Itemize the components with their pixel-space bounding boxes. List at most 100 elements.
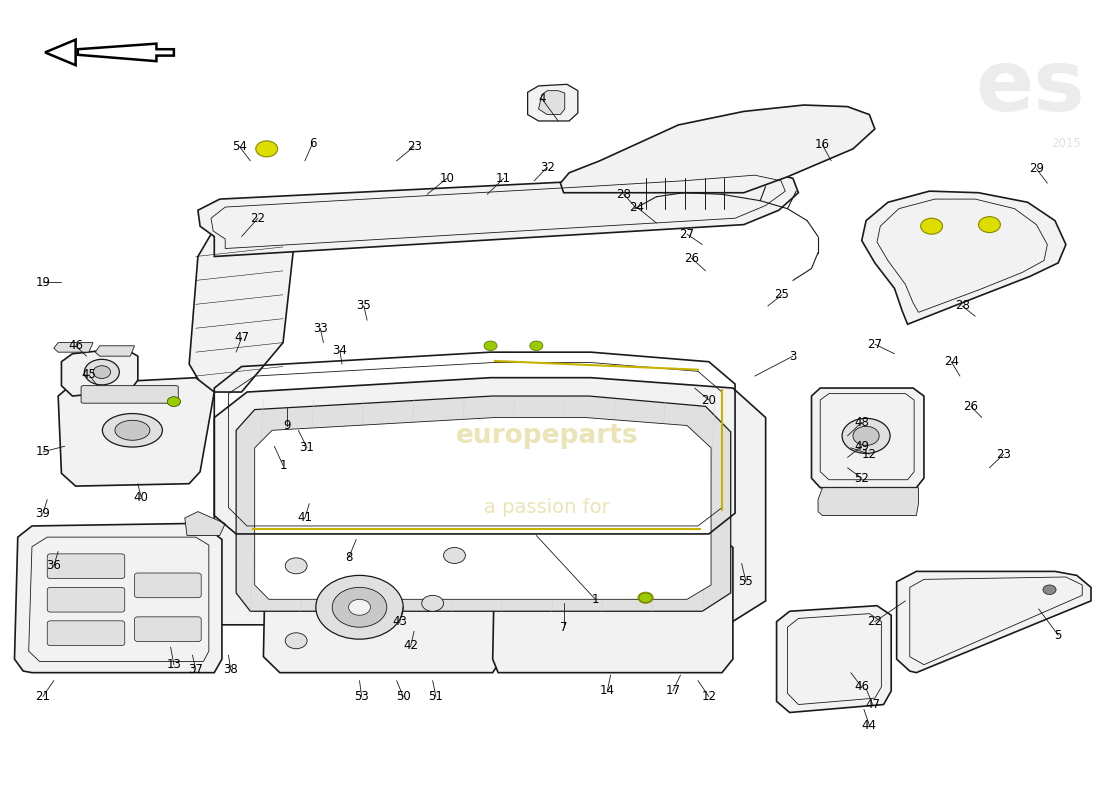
Circle shape [1043, 585, 1056, 594]
Circle shape [843, 418, 890, 454]
Circle shape [349, 599, 371, 615]
Text: 19: 19 [35, 275, 51, 289]
Text: 1: 1 [279, 459, 287, 472]
Text: 12: 12 [702, 690, 716, 703]
Circle shape [921, 218, 943, 234]
Text: europeparts: europeparts [456, 423, 639, 449]
Text: 24: 24 [944, 355, 959, 368]
Text: 17: 17 [666, 685, 680, 698]
Text: 55: 55 [738, 575, 754, 588]
Text: 9: 9 [284, 419, 292, 432]
Circle shape [639, 593, 652, 602]
Text: 13: 13 [166, 658, 182, 671]
Text: 22: 22 [251, 212, 265, 225]
PathPatch shape [189, 213, 294, 392]
Text: 45: 45 [81, 368, 96, 381]
PathPatch shape [62, 348, 138, 396]
PathPatch shape [198, 170, 799, 257]
Text: 16: 16 [815, 138, 829, 151]
Text: 24: 24 [629, 201, 645, 214]
Text: 34: 34 [332, 344, 348, 357]
PathPatch shape [493, 534, 733, 673]
Text: 53: 53 [354, 690, 370, 703]
Text: 31: 31 [299, 442, 315, 454]
Text: 42: 42 [404, 639, 418, 652]
PathPatch shape [861, 191, 1066, 324]
Text: 6: 6 [309, 137, 317, 150]
Text: 40: 40 [134, 490, 148, 504]
Circle shape [638, 592, 653, 603]
Text: 38: 38 [223, 663, 238, 676]
PathPatch shape [96, 346, 134, 356]
Text: 50: 50 [396, 690, 410, 703]
Circle shape [285, 558, 307, 574]
Text: 51: 51 [429, 690, 443, 703]
Text: 49: 49 [855, 440, 869, 453]
Text: 12: 12 [862, 448, 877, 461]
Circle shape [285, 633, 307, 649]
Text: a passion for: a passion for [484, 498, 610, 517]
Circle shape [94, 366, 111, 378]
PathPatch shape [214, 378, 766, 625]
Text: 28: 28 [616, 188, 631, 201]
Text: 32: 32 [540, 161, 554, 174]
Text: 20: 20 [702, 394, 716, 406]
Text: 25: 25 [774, 288, 790, 302]
Circle shape [530, 341, 543, 350]
PathPatch shape [263, 534, 502, 673]
PathPatch shape [236, 396, 730, 611]
Text: 7: 7 [560, 621, 568, 634]
Text: 23: 23 [997, 448, 1011, 461]
Text: 29: 29 [1028, 162, 1044, 175]
PathPatch shape [896, 571, 1091, 673]
Text: 4: 4 [538, 92, 546, 105]
Circle shape [332, 587, 387, 627]
Text: 8: 8 [345, 551, 352, 564]
FancyBboxPatch shape [134, 573, 201, 598]
Text: 22: 22 [867, 615, 882, 628]
Text: 1: 1 [592, 593, 600, 606]
PathPatch shape [812, 388, 924, 488]
Text: 52: 52 [855, 472, 869, 485]
FancyBboxPatch shape [47, 587, 124, 612]
Circle shape [979, 217, 1000, 233]
Text: 54: 54 [232, 140, 246, 153]
Text: 5: 5 [1055, 629, 1061, 642]
PathPatch shape [323, 510, 364, 563]
Text: 15: 15 [35, 446, 51, 458]
Text: 47: 47 [234, 331, 249, 344]
Text: es: es [975, 46, 1085, 129]
Text: 27: 27 [680, 228, 694, 241]
Text: 26: 26 [684, 251, 699, 265]
Text: 43: 43 [393, 615, 407, 628]
Text: 33: 33 [312, 322, 328, 334]
Text: 28: 28 [955, 299, 969, 313]
PathPatch shape [185, 512, 226, 535]
PathPatch shape [255, 418, 711, 599]
Text: 44: 44 [862, 718, 877, 732]
Text: 47: 47 [865, 698, 880, 711]
PathPatch shape [528, 84, 578, 121]
Circle shape [421, 595, 443, 611]
Text: 14: 14 [600, 685, 615, 698]
Text: 46: 46 [68, 339, 84, 352]
FancyBboxPatch shape [134, 617, 201, 642]
Circle shape [167, 397, 180, 406]
Text: 27: 27 [867, 338, 882, 350]
Text: 3: 3 [790, 350, 796, 362]
FancyBboxPatch shape [47, 554, 124, 578]
Ellipse shape [102, 414, 163, 447]
Text: 11: 11 [496, 172, 512, 185]
Text: 46: 46 [855, 681, 869, 694]
Text: 23: 23 [407, 140, 421, 153]
PathPatch shape [560, 105, 874, 193]
Text: 10: 10 [439, 172, 454, 185]
Circle shape [484, 341, 497, 350]
FancyBboxPatch shape [81, 386, 178, 403]
Circle shape [852, 426, 879, 446]
Circle shape [316, 575, 404, 639]
Circle shape [167, 397, 180, 406]
Circle shape [443, 547, 465, 563]
Text: 2015: 2015 [1050, 137, 1081, 150]
PathPatch shape [58, 378, 214, 486]
